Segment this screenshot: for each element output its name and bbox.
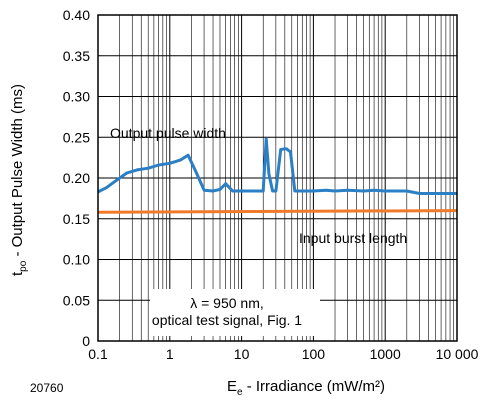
y-tick-label: 0.05	[63, 292, 90, 308]
tick-labels: 0 0.05 0.10 0.15 0.20 0.25 0.30 0.35 0.40 0.1 1 10 1…	[63, 7, 479, 362]
y-axis-title-rest: - Output Pulse Width (ms)	[9, 84, 26, 261]
lambda-annotation-box	[150, 289, 320, 336]
x-tick-label: 100	[302, 346, 326, 362]
plot-frame	[97, 14, 458, 342]
wavelength-label: λ = 950 nm,	[190, 295, 264, 311]
x-tick-label: 0.1	[88, 346, 108, 362]
x-tick-label: 10	[234, 346, 250, 362]
y-tick-label: 0.20	[63, 170, 90, 186]
y-axis-title-sub: po	[18, 260, 29, 272]
axes-layer	[97, 14, 458, 342]
x-axis-title-rest: - Irradiance (mW/m²)	[243, 378, 386, 395]
test-signal-label: optical test signal, Fig. 1	[152, 312, 302, 328]
x-axis-title-main: E	[227, 378, 237, 395]
y-tick-label: 0.35	[63, 48, 90, 64]
y-tick-label: 0.25	[63, 129, 90, 145]
output-pulse-width-line	[97, 137, 457, 195]
y-axis-title: tpo - Output Pulse Width (ms)	[9, 84, 29, 276]
x-axis-title-sub: e	[237, 387, 243, 398]
series-layer	[97, 137, 458, 214]
y-tick-label: 0.15	[63, 211, 90, 227]
output-pulse-width-label: Output pulse width	[110, 125, 226, 141]
figure-id: 20760	[30, 381, 64, 395]
y-tick-label: 0.40	[63, 7, 90, 23]
grid-lines	[98, 15, 457, 341]
x-axis-title: Ee - Irradiance (mW/m²)	[227, 378, 385, 398]
y-tick-label: 0.10	[63, 252, 90, 268]
x-tick-label: 10 000	[436, 346, 479, 362]
x-tick-label: 1	[166, 346, 174, 362]
input-burst-length-line	[97, 209, 458, 214]
input-burst-length-label: Input burst length	[299, 230, 407, 246]
y-tick-label: 0.30	[63, 89, 90, 105]
y-tick-label: 0	[82, 333, 90, 349]
y-axis-title-main: t	[9, 271, 26, 276]
x-tick-label: 1000	[370, 346, 401, 362]
